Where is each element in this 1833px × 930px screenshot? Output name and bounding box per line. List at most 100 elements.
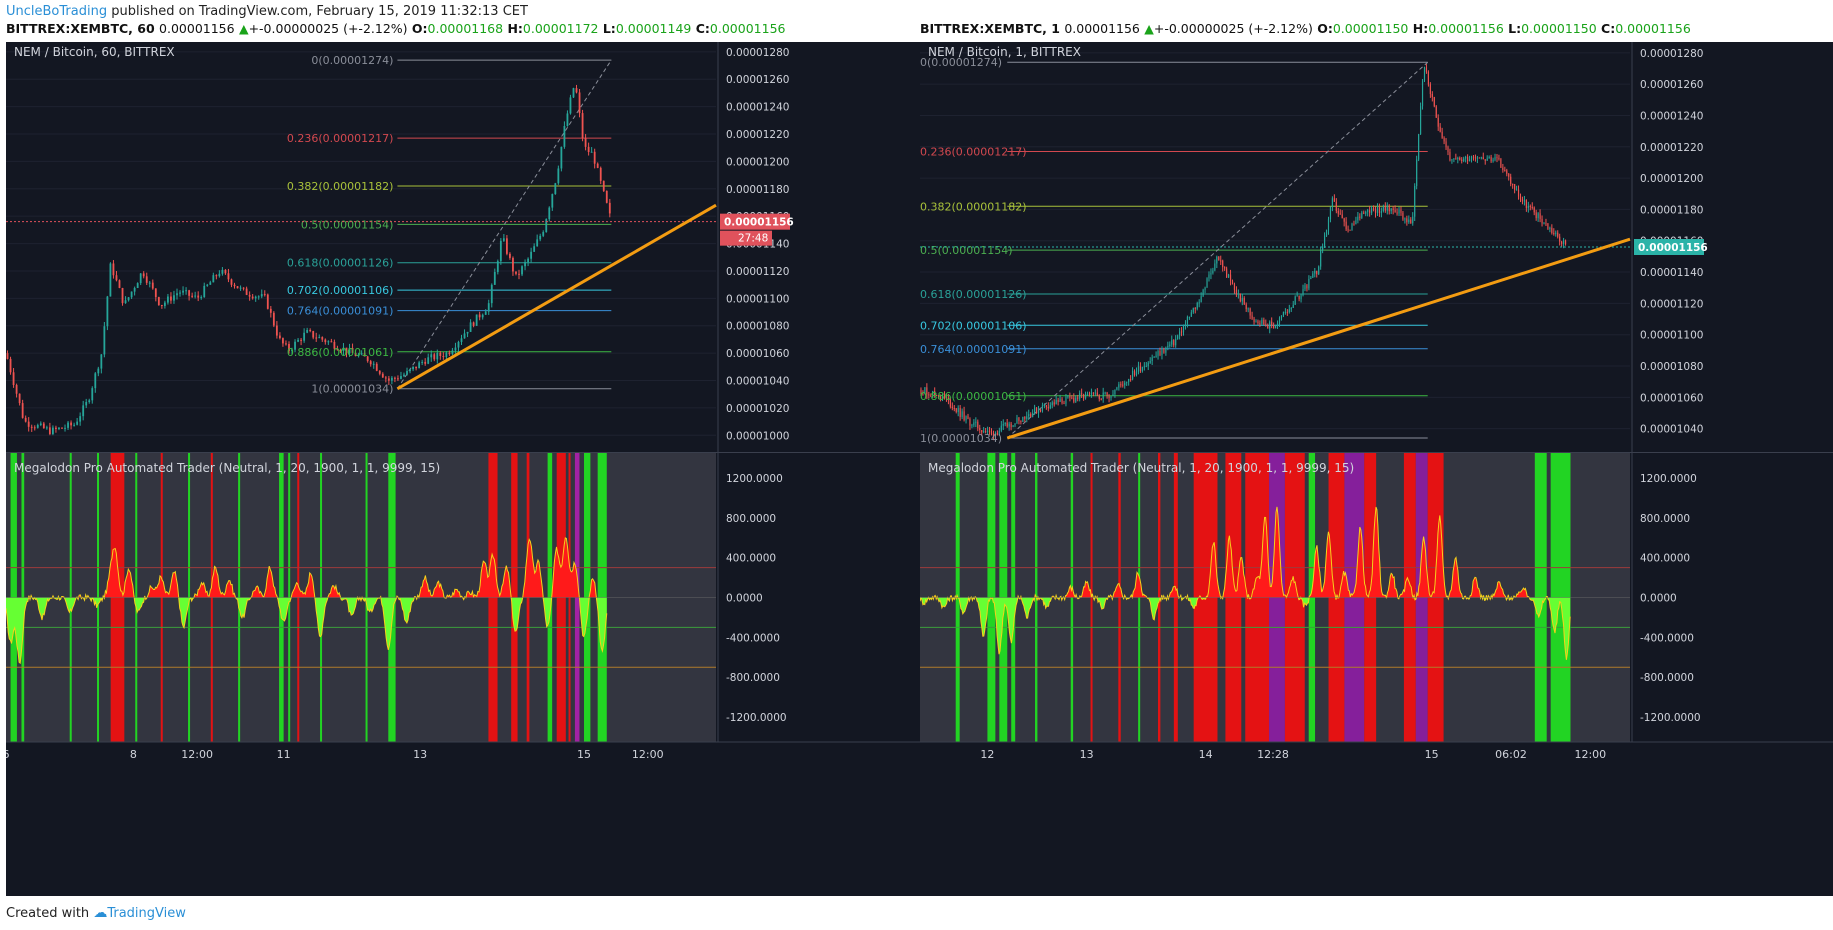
candle-body [530, 251, 533, 259]
osc-tick-label: 1200.0000 [726, 473, 783, 485]
candle-body [1112, 394, 1114, 397]
symbol-name: BITTREX:XEMBTC, 60 [6, 21, 155, 36]
candle-body [1167, 345, 1169, 348]
candle-body [930, 395, 932, 397]
candle-body [378, 370, 381, 374]
candle-body [1263, 319, 1265, 325]
candle-body [502, 238, 505, 241]
candle-body [1465, 156, 1467, 159]
candle-body [1231, 280, 1234, 285]
candle-body [403, 374, 405, 377]
candle-body [436, 352, 439, 360]
candle-body [242, 287, 245, 289]
candle-body [1139, 366, 1141, 372]
candle-body [1310, 277, 1312, 279]
candle-body [88, 400, 91, 402]
candle-body [1461, 159, 1463, 161]
support-trendline [396, 203, 717, 391]
chart-canvas-right[interactable]: 0(0.00001274) 0.236(0.00001217) 0.382(0.00… [920, 42, 1833, 896]
candle-body [1451, 159, 1453, 161]
candle-body [1296, 295, 1298, 297]
candle-body [115, 275, 118, 281]
candle-body [73, 424, 76, 426]
candle-body [197, 295, 200, 298]
candle-body [998, 430, 1000, 435]
candle-body [938, 395, 940, 399]
candle-body [581, 113, 584, 139]
price-tick-label: 0.00001280 [726, 47, 789, 59]
candle-body [1083, 394, 1085, 399]
candle-body [1271, 321, 1273, 326]
candle-body [1102, 392, 1104, 399]
candle-body [1539, 213, 1541, 219]
candle-body [1169, 344, 1171, 346]
author-link[interactable]: UncleBoTrading [6, 4, 108, 19]
candle-body [1376, 207, 1379, 213]
low-label: L: [602, 21, 616, 36]
chart-title: NEM / Bitcoin, 60, BITTREX [14, 45, 175, 59]
chart-panel-left[interactable]: 0(0.00001274) 0.236(0.00001217) 0.382(0.00… [6, 42, 922, 896]
candle-body [1280, 315, 1283, 319]
candle-body [1322, 246, 1324, 251]
time-tick-label: 12:28 [1257, 748, 1289, 761]
candle-body [1478, 157, 1480, 159]
symbol-price: 0.00001156 [159, 21, 235, 36]
candle-body [1190, 312, 1192, 317]
price-tick-label: 0.00001100 [1640, 330, 1703, 342]
osc-line [920, 506, 1571, 660]
candle-body [1443, 137, 1445, 142]
candle-body [1355, 220, 1357, 225]
price-tag-label: 0.00001156 [1638, 242, 1708, 254]
candle-body [221, 269, 224, 274]
candle-body [487, 303, 490, 312]
candle-body [427, 357, 430, 364]
candle-body [348, 347, 351, 354]
candle-body [58, 427, 60, 430]
chart-canvas-left[interactable]: 0(0.00001274) 0.236(0.00001217) 0.382(0.00… [6, 42, 922, 896]
candle-body [1304, 285, 1306, 290]
osc-tick-label: -800.0000 [1640, 672, 1694, 684]
candle-body [1388, 205, 1390, 212]
symbol-line-left: BITTREX:XEMBTC, 60 0.00001156 ▲+-0.00000… [6, 21, 785, 36]
candle-body [1147, 362, 1149, 367]
candle-body [463, 333, 466, 339]
candle-body [1402, 212, 1404, 220]
chart-panel-right[interactable]: 0(0.00001274) 0.236(0.00001217) 0.382(0.00… [920, 42, 1833, 896]
candle-body [1515, 189, 1518, 191]
open-label: O: [1317, 21, 1333, 36]
support-trendline [1006, 237, 1631, 440]
candle-body [363, 353, 366, 357]
candle-body [1259, 323, 1261, 325]
symbol-price: 0.00001156 [1064, 21, 1140, 36]
time-tick-label: 12 [980, 748, 994, 761]
candle-body [1382, 206, 1384, 212]
candle-body [133, 288, 136, 292]
candle-body [490, 284, 493, 304]
candle-body [499, 240, 502, 262]
candle-body [1143, 366, 1145, 368]
candle-body [9, 358, 12, 373]
candle-body [1237, 293, 1239, 295]
candle-body [36, 424, 39, 428]
candle-body [533, 246, 536, 252]
candle-body [1408, 219, 1410, 223]
candle-body [24, 417, 27, 422]
candle-body [1472, 156, 1475, 158]
candle-body [118, 280, 121, 288]
time-tick-label: 13 [413, 748, 427, 761]
candle-body [1400, 209, 1402, 213]
candle-body [218, 273, 221, 277]
candle-body [1470, 156, 1473, 160]
tradingview-link[interactable]: TradingView [107, 906, 186, 921]
candle-body [1312, 273, 1314, 278]
candle-body [278, 335, 281, 339]
price-tick-label: 0.00001260 [1640, 79, 1703, 91]
candle-body [596, 163, 599, 168]
candle-body [1118, 384, 1120, 388]
candle-body [1276, 322, 1279, 326]
candle-body [1561, 241, 1563, 244]
candle-body [1002, 424, 1004, 426]
candle-body [409, 369, 411, 372]
candle-body [1075, 397, 1077, 402]
high-value: 0.00001156 [1428, 21, 1504, 36]
